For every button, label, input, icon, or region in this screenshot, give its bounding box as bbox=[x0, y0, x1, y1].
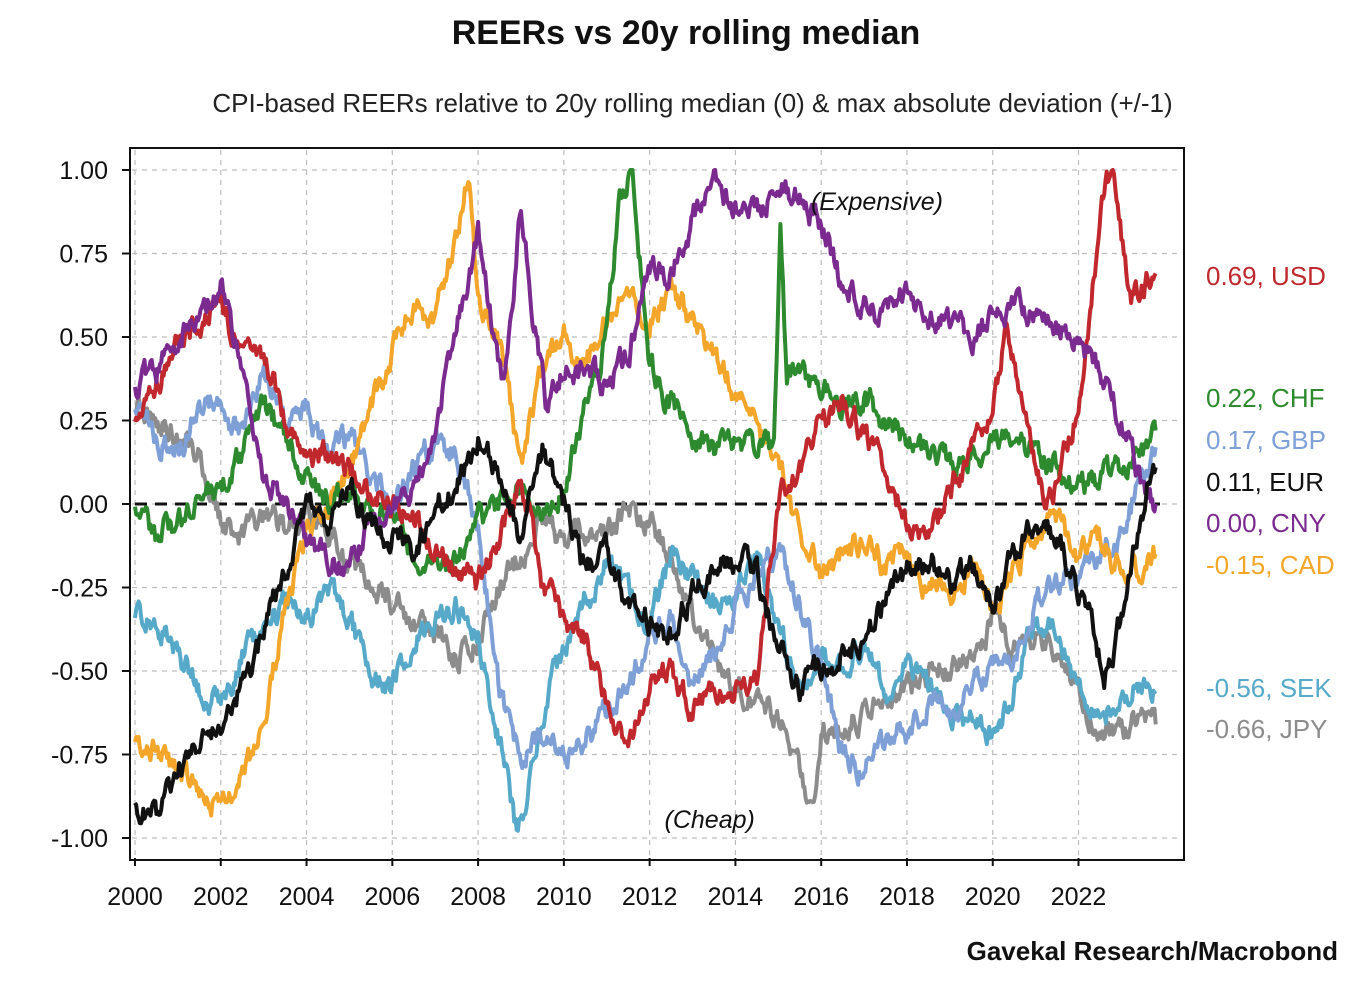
y-tick-label: -1.00 bbox=[51, 825, 108, 853]
annotations: (Expensive) (Cheap) bbox=[665, 188, 943, 834]
x-tick-label: 2014 bbox=[708, 883, 764, 911]
y-tick-label: -0.50 bbox=[51, 658, 108, 686]
series-group bbox=[133, 168, 1158, 833]
x-tick-label: 2012 bbox=[622, 883, 678, 911]
chart-title: REERs vs 20y rolling median bbox=[451, 14, 921, 52]
axes: 2000 2002 2004 2006 2008 2010 2012 2014 2016 2018… bbox=[51, 157, 1106, 911]
chart-subtitle: CPI-based REERs relative to 20y rolling … bbox=[212, 88, 1173, 118]
series-line-cny bbox=[133, 168, 1158, 578]
y-tick-label: 0.25 bbox=[59, 408, 108, 436]
series-line-sek bbox=[133, 544, 1158, 833]
end-label-sek: -0.56, SEK bbox=[1206, 673, 1332, 703]
y-tick-label: -0.25 bbox=[51, 575, 108, 603]
series-line-eur bbox=[133, 436, 1158, 826]
x-tick-label: 2004 bbox=[279, 883, 335, 911]
x-tick-label: 2010 bbox=[536, 883, 592, 911]
series-line-chf bbox=[133, 168, 1158, 577]
x-tick-label: 2018 bbox=[879, 883, 935, 911]
chart-source: Gavekal Research/Macrobond bbox=[966, 936, 1338, 966]
end-label-eur: 0.11, EUR bbox=[1206, 467, 1324, 497]
series-line-usd bbox=[133, 168, 1158, 749]
y-tick-label: -0.75 bbox=[51, 742, 108, 770]
chart-annotation: (Expensive) bbox=[811, 188, 943, 216]
end-label-cny: 0.00, CNY bbox=[1206, 508, 1326, 538]
end-label-jpy: -0.66, JPY bbox=[1206, 714, 1327, 744]
end-label-cad: -0.15, CAD bbox=[1206, 550, 1335, 580]
end-label-usd: 0.69, USD bbox=[1206, 261, 1326, 291]
end-labels: -0.66, JPY -0.56, SEK 0.17, GBP -0.15, CAD 0… bbox=[1206, 261, 1335, 744]
chart-annotation: (Cheap) bbox=[665, 806, 755, 834]
x-tick-label: 2000 bbox=[107, 883, 163, 911]
y-tick-label: 0.00 bbox=[59, 491, 108, 519]
x-tick-label: 2006 bbox=[365, 883, 421, 911]
end-label-chf: 0.22, CHF bbox=[1206, 383, 1325, 413]
x-tick-label: 2022 bbox=[1051, 883, 1107, 911]
series-line-gbp bbox=[133, 364, 1158, 787]
x-tick-label: 2020 bbox=[965, 883, 1021, 911]
y-tick-label: 0.75 bbox=[59, 241, 108, 269]
x-tick-label: 2008 bbox=[450, 883, 506, 911]
y-tick-label: 0.50 bbox=[59, 324, 108, 352]
x-tick-label: 2002 bbox=[193, 883, 249, 911]
end-label-gbp: 0.17, GBP bbox=[1206, 425, 1326, 455]
y-tick-label: 1.00 bbox=[59, 157, 108, 185]
x-tick-label: 2016 bbox=[793, 883, 849, 911]
